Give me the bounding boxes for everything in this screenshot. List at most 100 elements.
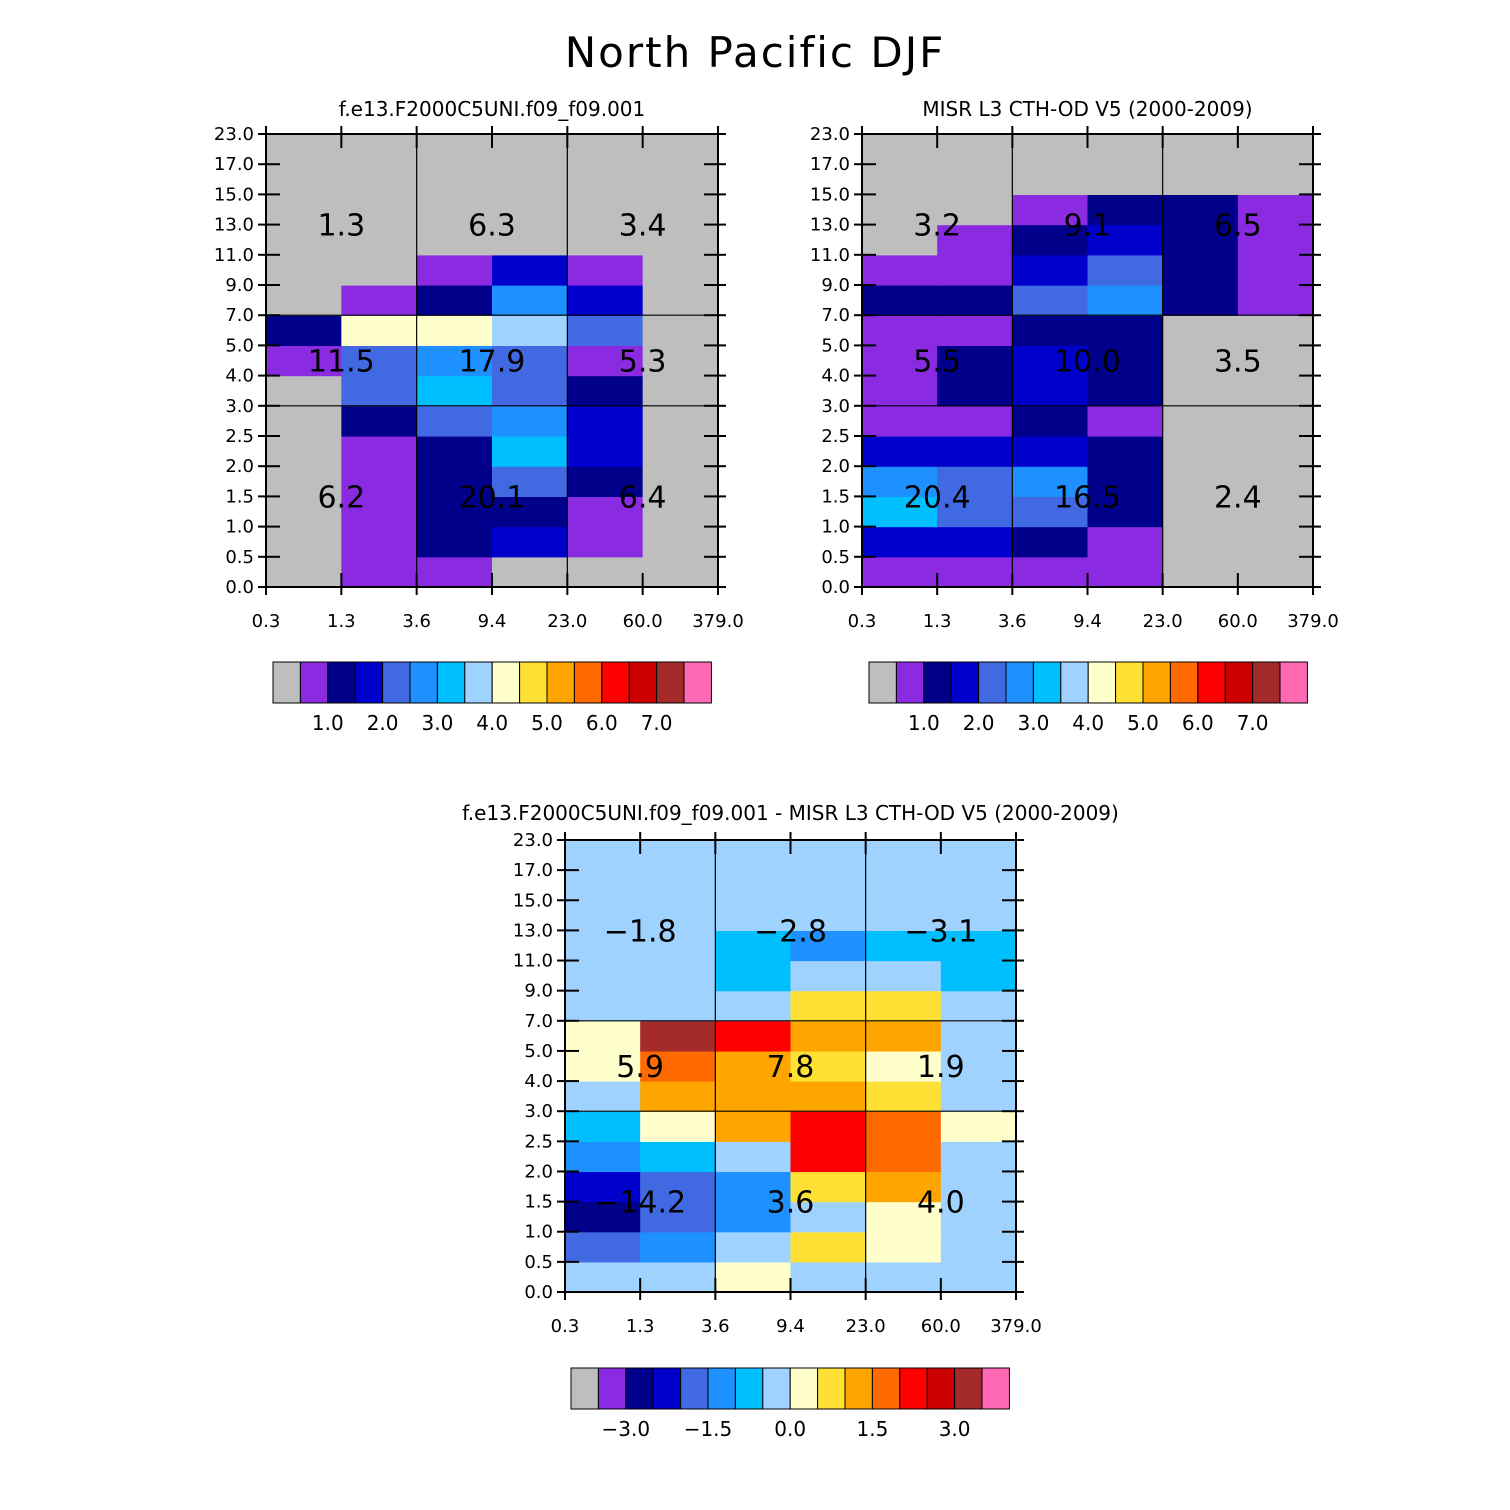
- model-region-value: 6.2: [317, 480, 365, 515]
- diff-y-tick-label: 0.0: [524, 1282, 553, 1303]
- model-heatmap-cell: [416, 466, 493, 497]
- model-heatmap-cell: [642, 496, 719, 528]
- obs-heatmap-cell: [1237, 496, 1314, 528]
- diff-heatmap-cell: [940, 1141, 1017, 1173]
- obs-region-value: 20.4: [904, 480, 971, 515]
- obs-heatmap-cell: [1012, 466, 1089, 497]
- obs-heatmap-cell: [1012, 405, 1089, 437]
- model-heatmap-cell: [567, 526, 644, 558]
- diff-heatmap-cell: [715, 1231, 792, 1263]
- model-y-tick-label: 7.0: [225, 305, 254, 326]
- diff-region-value: 3.6: [767, 1186, 815, 1221]
- model-colorbar-swatch: [546, 661, 575, 704]
- obs-heatmap-cell: [862, 134, 938, 165]
- obs-heatmap-cell: [1162, 405, 1239, 437]
- model-heatmap-cell: [416, 436, 493, 467]
- obs-colorbar-label: 7.0: [1237, 711, 1269, 735]
- obs-heatmap-cell: [1237, 526, 1314, 558]
- obs-colorbar-label: 5.0: [1127, 711, 1159, 735]
- model-colorbar-swatch: [683, 661, 712, 704]
- model-heatmap-cell: [642, 254, 719, 286]
- diff-heatmap-cell: [865, 1050, 942, 1082]
- diff-heatmap-cell: [565, 1201, 641, 1233]
- obs-colorbar-swatch: [923, 661, 952, 704]
- diff-colorbar-label: −3.0: [602, 1417, 651, 1441]
- model-colorbar-swatch: [491, 661, 521, 704]
- diff-heatmap-cell: [640, 1231, 716, 1263]
- obs-heatmap-cell: [1012, 254, 1089, 286]
- model-heatmap-cell: [341, 526, 418, 558]
- obs-colorbar-swatch: [1279, 661, 1308, 704]
- diff-heatmap-cell: [865, 870, 942, 901]
- model-region-value: 20.1: [459, 480, 526, 515]
- model-heatmap-cell: [567, 285, 644, 316]
- obs-heatmap-cell: [862, 405, 938, 437]
- diff-y-tick-label: 17.0: [513, 860, 553, 881]
- diff-heatmap-cell: [640, 1171, 716, 1203]
- model-x-tick-label: 0.3: [252, 611, 281, 632]
- obs-heatmap-cell: [1162, 224, 1239, 256]
- model-y-tick-label: 4.0: [225, 366, 254, 387]
- obs-heatmap-cell: [862, 315, 938, 346]
- obs-heatmap-cell: [1237, 164, 1314, 195]
- model-heatmap-cell: [567, 315, 644, 346]
- diff-colorbar-label: 0.0: [774, 1417, 806, 1441]
- obs-heatmap-cell: [1237, 405, 1314, 437]
- obs-colorbar-swatch: [1005, 661, 1034, 704]
- obs-heatmap-cell: [1012, 345, 1089, 377]
- diff-heatmap-cell: [940, 1231, 1017, 1263]
- obs-heatmap-cell: [1162, 436, 1239, 467]
- model-heatmap-cell: [567, 194, 644, 226]
- obs-x-tick-label: 3.6: [998, 611, 1027, 632]
- obs-region-value: 3.2: [913, 209, 961, 244]
- obs-colorbar-swatch: [1115, 661, 1144, 704]
- obs-colorbar-swatch: [978, 661, 1007, 704]
- obs-heatmap-cell: [1162, 194, 1239, 226]
- model-heatmap-cell: [492, 496, 568, 528]
- diff-heatmap-cell: [640, 1050, 716, 1082]
- obs-heatmap-cell: [1162, 164, 1239, 195]
- model-heatmap-cell: [341, 375, 418, 407]
- diff-heatmap-cell: [865, 900, 942, 931]
- obs-heatmap-cell: [1237, 556, 1314, 588]
- diff-region-value: 1.9: [917, 1050, 965, 1085]
- model-heatmap-cell: [341, 285, 418, 316]
- diff-heatmap-cell: [565, 1111, 641, 1142]
- model-heatmap-cell: [266, 164, 342, 195]
- diff-y-tick-label: 2.0: [524, 1161, 553, 1182]
- diff-heatmap-cell: [640, 960, 716, 992]
- obs-heatmap-cell: [937, 224, 1013, 256]
- model-region-value: 5.3: [619, 345, 667, 380]
- model-heatmap-cell: [416, 224, 493, 256]
- diff-heatmap-cell: [940, 1201, 1017, 1233]
- obs-heatmap-cell: [1162, 496, 1239, 528]
- obs-heatmap-cell: [1012, 436, 1089, 467]
- diff-heatmap-cell: [565, 1261, 641, 1293]
- diff-colorbar-swatch: [625, 1367, 654, 1410]
- diff-heatmap-cell: [865, 990, 942, 1022]
- model-colorbar-swatch: [409, 661, 438, 704]
- model-heatmap-cell: [266, 556, 342, 588]
- obs-region-value: 3.5: [1214, 345, 1262, 380]
- diff-y-tick-label: 15.0: [513, 890, 553, 911]
- model-heatmap-cell: [416, 345, 493, 377]
- obs-heatmap-cell: [1162, 466, 1239, 497]
- obs-colorbar-swatch: [1169, 661, 1199, 704]
- model-heatmap-cell: [416, 556, 493, 588]
- diff-heatmap-cell: [940, 1050, 1017, 1082]
- model-heatmap-cell: [266, 285, 342, 316]
- diff-heatmap-cell: [640, 1111, 716, 1142]
- model-heatmap-cell: [341, 254, 418, 286]
- diff-heatmap-cell: [790, 1020, 867, 1052]
- diff-heatmap-cell: [565, 1050, 641, 1082]
- diff-x-tick-label: 23.0: [846, 1316, 886, 1337]
- diff-heatmap-cell: [790, 930, 867, 962]
- diff-y-tick-label: 9.0: [524, 981, 553, 1002]
- model-heatmap-cell: [341, 405, 418, 437]
- model-x-tick-label: 23.0: [547, 611, 587, 632]
- model-colorbar-swatch: [299, 661, 329, 704]
- obs-y-tick-label: 15.0: [810, 184, 850, 205]
- obs-heatmap-cell: [1237, 315, 1314, 346]
- obs-heatmap-cell: [1162, 315, 1239, 346]
- model-heatmap-cell: [492, 285, 568, 316]
